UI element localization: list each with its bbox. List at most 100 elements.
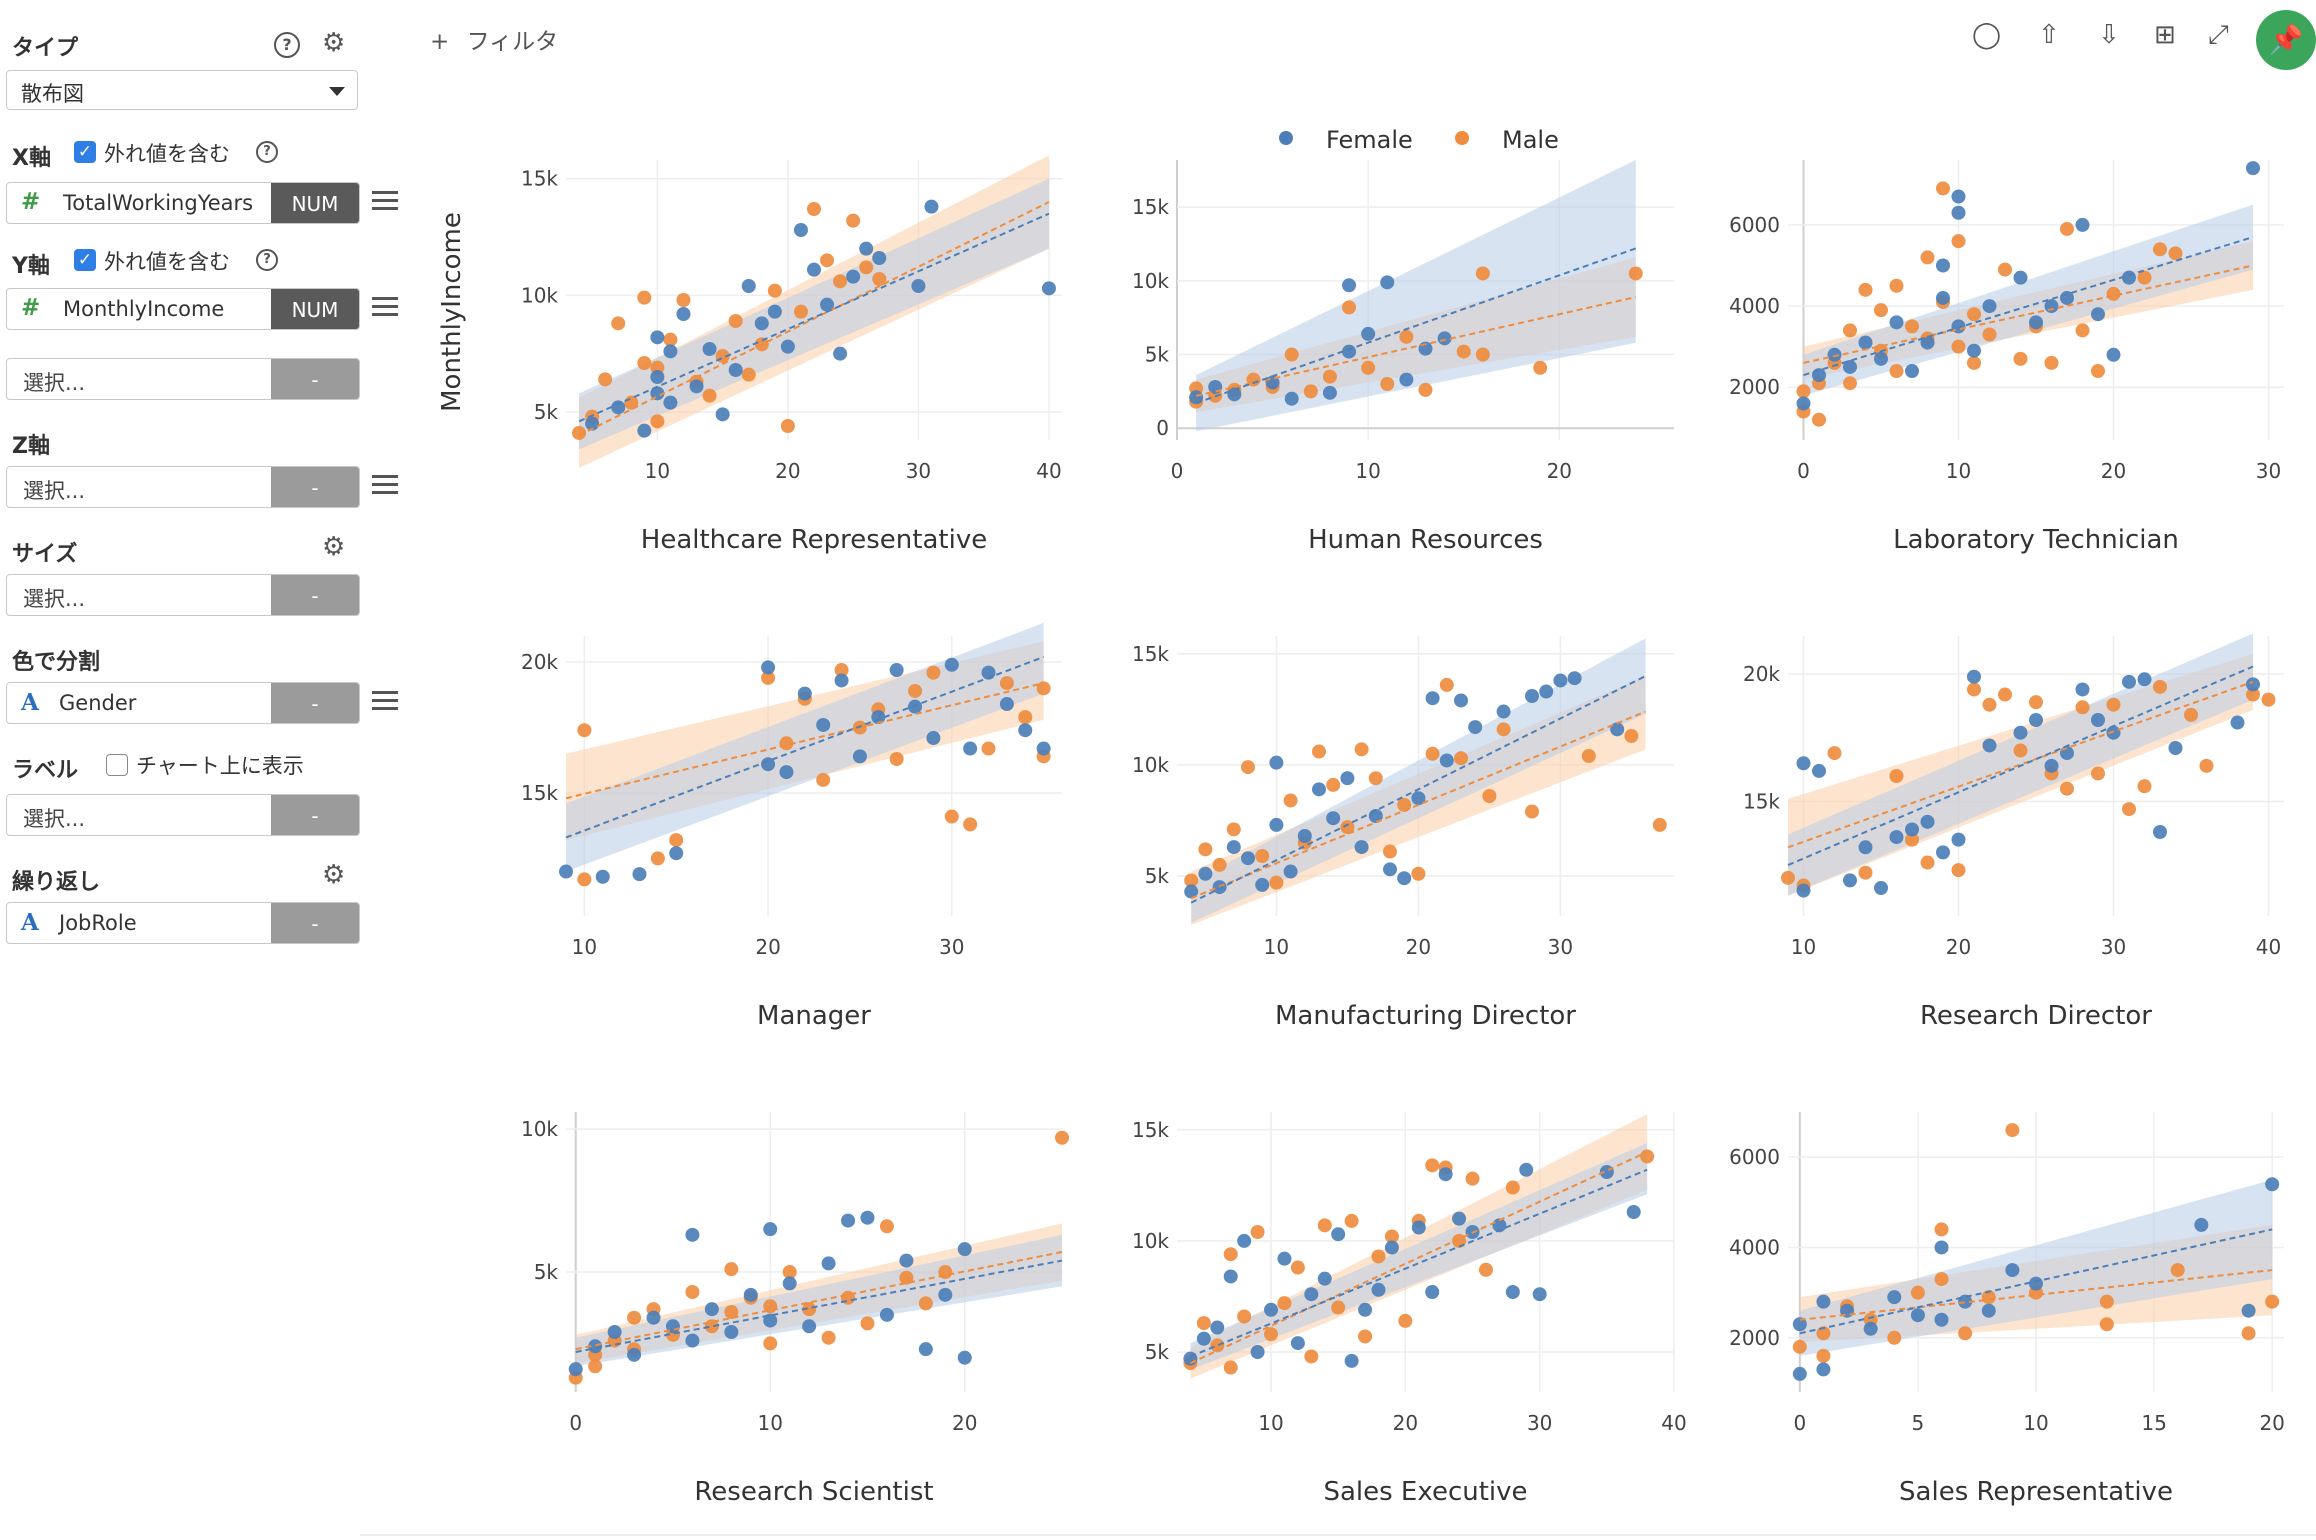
male-point[interactable] <box>860 1316 875 1331</box>
female-point[interactable] <box>1792 1317 1807 1332</box>
male-point[interactable] <box>872 272 887 286</box>
male-point[interactable] <box>833 274 848 289</box>
male-point[interactable] <box>1951 234 1966 249</box>
female-point[interactable] <box>2153 825 2167 839</box>
male-point[interactable] <box>724 1305 739 1319</box>
menu-icon[interactable] <box>372 470 398 499</box>
female-point[interactable] <box>1816 1362 1831 1377</box>
female-point[interactable] <box>859 241 874 256</box>
male-point[interactable] <box>2044 355 2059 370</box>
female-point[interactable] <box>2075 682 2090 697</box>
x-outlier-checkbox[interactable]: ✓ <box>74 141 96 163</box>
male-point[interactable] <box>1816 1348 1831 1363</box>
female-point[interactable] <box>957 1242 972 1257</box>
female-point[interactable] <box>1380 275 1395 290</box>
male-point[interactable] <box>611 316 626 331</box>
male-point[interactable] <box>1250 1225 1265 1239</box>
female-point[interactable] <box>1889 315 1904 330</box>
male-point[interactable] <box>1958 1326 1973 1341</box>
male-point[interactable] <box>2005 1123 2020 1138</box>
female-point[interactable] <box>2106 347 2121 362</box>
female-point[interactable] <box>1553 673 1568 688</box>
male-point[interactable] <box>1342 300 1357 315</box>
male-point[interactable] <box>1212 857 1227 872</box>
female-point[interactable] <box>1255 877 1270 892</box>
male-point[interactable] <box>1290 1260 1305 1275</box>
female-point[interactable] <box>767 304 782 319</box>
female-point[interactable] <box>1297 829 1312 843</box>
female-point[interactable] <box>1340 771 1355 786</box>
female-point[interactable] <box>704 1302 719 1317</box>
male-point[interactable] <box>2013 351 2028 366</box>
male-point[interactable] <box>767 283 782 298</box>
male-point[interactable] <box>1858 865 1873 880</box>
female-point[interactable] <box>2029 713 2043 727</box>
female-point[interactable] <box>1342 344 1357 359</box>
female-point[interactable] <box>1889 830 1904 845</box>
male-point[interactable] <box>2265 1294 2280 1309</box>
male-point[interactable] <box>1533 360 1548 375</box>
male-point[interactable] <box>1210 1338 1225 1353</box>
y-axis-field[interactable]: # MonthlyIncome NUM <box>6 288 360 330</box>
female-point[interactable] <box>1887 1290 1902 1305</box>
female-point[interactable] <box>779 765 794 780</box>
female-point[interactable] <box>650 330 665 345</box>
male-point[interactable] <box>637 356 652 370</box>
male-point[interactable] <box>1371 1249 1386 1264</box>
female-point[interactable] <box>637 423 652 438</box>
male-point[interactable] <box>1398 1313 1413 1328</box>
female-point[interactable] <box>2060 746 2074 761</box>
female-point[interactable] <box>807 262 821 277</box>
male-point[interactable] <box>1505 1180 1520 1195</box>
male-point[interactable] <box>1380 377 1395 391</box>
male-point[interactable] <box>908 683 923 698</box>
male-point[interactable] <box>816 772 831 787</box>
female-point[interactable] <box>632 867 647 882</box>
female-point[interactable] <box>1227 387 1242 402</box>
male-point[interactable] <box>2199 758 2214 773</box>
female-point[interactable] <box>2013 725 2028 740</box>
male-point[interactable] <box>999 676 1014 691</box>
female-point[interactable] <box>1411 1220 1426 1235</box>
female-point[interactable] <box>1290 1336 1305 1351</box>
female-point[interactable] <box>1425 1285 1440 1299</box>
male-point[interactable] <box>2241 1326 2256 1341</box>
female-point[interactable] <box>1858 840 1873 855</box>
male-point[interactable] <box>650 414 665 429</box>
male-point[interactable] <box>2137 270 2152 285</box>
female-point[interactable] <box>741 279 756 293</box>
female-point[interactable] <box>646 1310 661 1325</box>
male-point[interactable] <box>724 1262 739 1277</box>
female-point[interactable] <box>2044 758 2059 773</box>
male-point[interactable] <box>741 367 756 382</box>
male-point[interactable] <box>1454 751 1468 766</box>
chart-type-select[interactable]: 散布図 <box>6 70 358 110</box>
female-point[interactable] <box>663 344 678 359</box>
male-point[interactable] <box>669 833 684 848</box>
female-point[interactable] <box>1951 832 1966 847</box>
female-point[interactable] <box>1437 331 1452 346</box>
male-point[interactable] <box>821 1330 836 1345</box>
male-point[interactable] <box>1525 804 1539 819</box>
female-point[interactable] <box>743 1287 758 1302</box>
male-point[interactable] <box>1284 347 1299 362</box>
male-point[interactable] <box>1887 1330 1902 1345</box>
female-point[interactable] <box>2075 217 2090 232</box>
x-field-type[interactable]: NUM <box>271 183 359 223</box>
female-point[interactable] <box>1383 862 1397 877</box>
female-point[interactable] <box>585 416 600 431</box>
female-point[interactable] <box>1863 1321 1878 1336</box>
male-point[interactable] <box>627 1310 642 1325</box>
female-point[interactable] <box>1792 1366 1807 1381</box>
female-point[interactable] <box>1539 684 1554 699</box>
female-point[interactable] <box>1920 814 1935 829</box>
male-point[interactable] <box>572 426 587 440</box>
female-point[interactable] <box>841 1213 856 1228</box>
female-point[interactable] <box>2168 741 2183 755</box>
download-icon[interactable]: ⇩ <box>2098 20 2120 50</box>
male-point[interactable] <box>2261 692 2276 707</box>
female-point[interactable] <box>1283 864 1298 879</box>
female-point[interactable] <box>1269 755 1284 770</box>
female-point[interactable] <box>872 251 887 265</box>
female-point[interactable] <box>2091 307 2105 322</box>
